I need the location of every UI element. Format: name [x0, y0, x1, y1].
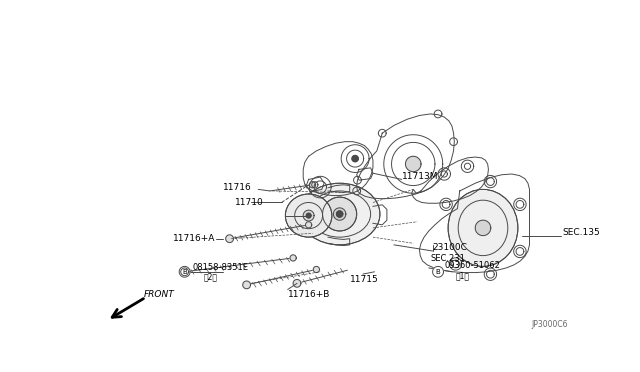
Polygon shape: [307, 213, 311, 218]
Text: FRONT: FRONT: [143, 291, 174, 299]
Text: B: B: [436, 269, 440, 275]
Text: 〈2〉: 〈2〉: [204, 273, 217, 282]
Polygon shape: [303, 210, 314, 221]
Polygon shape: [305, 222, 312, 228]
Polygon shape: [293, 279, 301, 287]
Text: JP3000C6: JP3000C6: [531, 320, 568, 328]
Polygon shape: [180, 268, 189, 276]
Polygon shape: [290, 255, 296, 261]
Ellipse shape: [323, 197, 356, 231]
Text: SEC.231: SEC.231: [430, 254, 465, 263]
Polygon shape: [309, 182, 316, 188]
Text: 11713M: 11713M: [402, 172, 438, 181]
Text: 11716+A: 11716+A: [173, 234, 216, 243]
Ellipse shape: [300, 183, 380, 245]
Text: 23100C: 23100C: [433, 243, 467, 251]
Ellipse shape: [448, 189, 518, 266]
Polygon shape: [352, 155, 358, 162]
Polygon shape: [179, 266, 190, 277]
Polygon shape: [243, 281, 250, 289]
Text: 11716: 11716: [223, 183, 252, 192]
Text: 11716+B: 11716+B: [288, 291, 330, 299]
Text: SEC.135: SEC.135: [562, 228, 600, 237]
Text: 〈1〉: 〈1〉: [456, 271, 470, 280]
Polygon shape: [406, 156, 421, 172]
Polygon shape: [433, 266, 444, 277]
Polygon shape: [337, 211, 343, 217]
Polygon shape: [226, 235, 234, 243]
Text: B: B: [182, 269, 187, 275]
Ellipse shape: [285, 194, 332, 237]
Polygon shape: [476, 220, 491, 235]
Polygon shape: [333, 208, 346, 220]
Text: 09360-51062: 09360-51062: [444, 261, 500, 270]
Polygon shape: [313, 266, 319, 273]
Text: 11715: 11715: [349, 275, 378, 284]
Text: 11710: 11710: [235, 198, 264, 207]
Text: 08158-8351E: 08158-8351E: [193, 263, 248, 272]
